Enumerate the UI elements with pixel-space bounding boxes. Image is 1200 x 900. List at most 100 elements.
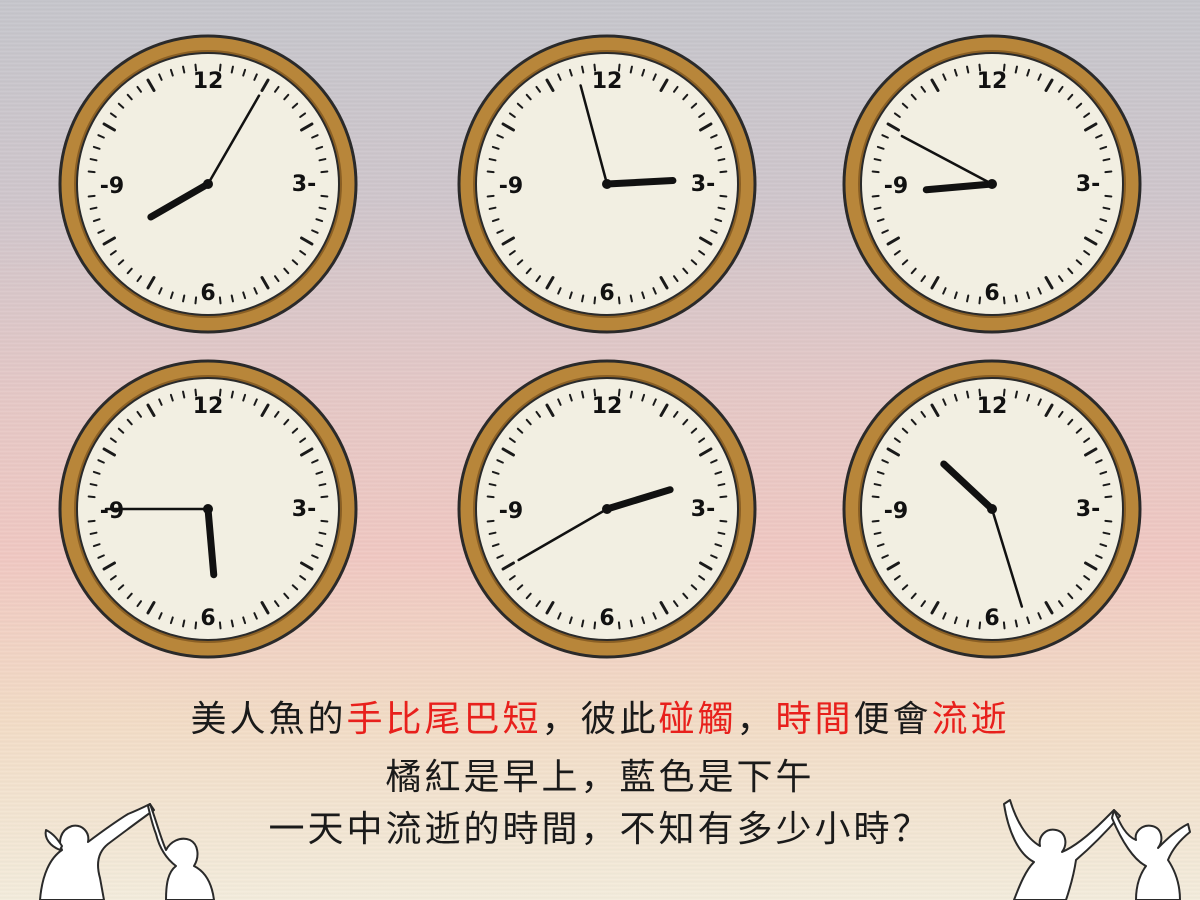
- clock-tick: [253, 73, 258, 81]
- clock-tick: [299, 575, 307, 581]
- clock-tick: [242, 616, 247, 625]
- minute-hand: [206, 94, 261, 186]
- clock-tick: [966, 65, 970, 74]
- clock-tick: [491, 543, 500, 548]
- clock-tick: [525, 93, 532, 101]
- clock-tick: [488, 206, 497, 210]
- clock-tick: [930, 276, 940, 290]
- clock-tick: [1075, 427, 1083, 434]
- clock-tick: [717, 206, 726, 210]
- caption-segment: 時間: [775, 699, 854, 740]
- clock-numeral-left: -9: [499, 174, 523, 199]
- clock-tick: [496, 554, 504, 559]
- clock-tick: [1075, 259, 1083, 266]
- clock-tick: [1104, 170, 1113, 174]
- clock-tick: [1067, 418, 1074, 426]
- clock-tick: [593, 621, 597, 630]
- clock-tick: [953, 291, 958, 300]
- clock-tick: [242, 68, 247, 77]
- clock-tick: [1037, 287, 1042, 295]
- clock-tick: [886, 561, 900, 571]
- clock-tick: [659, 276, 669, 290]
- clock-tick: [117, 259, 125, 266]
- clock-tick: [496, 134, 504, 139]
- clock-tick: [146, 403, 156, 417]
- clock-tick: [659, 78, 669, 92]
- clock-tick: [910, 418, 917, 426]
- clock-tick: [690, 102, 698, 109]
- clock-tick: [617, 296, 621, 305]
- clock-tick: [568, 393, 573, 402]
- clock-tick: [501, 561, 515, 571]
- clock-tick: [714, 543, 723, 548]
- clock-tick: [641, 616, 646, 625]
- clock-tick: [315, 543, 324, 548]
- clock-center-pin: [203, 504, 213, 514]
- clock-tick: [318, 158, 327, 162]
- clock-tick: [1099, 470, 1108, 475]
- clock-tick: [525, 267, 532, 275]
- clock-tick: [194, 296, 198, 305]
- clock-tick: [1102, 483, 1111, 487]
- clock-tick: [698, 250, 706, 256]
- clock-numeral-top: 12: [592, 394, 623, 419]
- clock-tick: [260, 276, 270, 290]
- clock-tick: [311, 229, 319, 234]
- clock-tick: [89, 531, 98, 535]
- clock-tick: [876, 470, 885, 475]
- clock-tick: [978, 388, 982, 397]
- clock-tick: [893, 112, 901, 118]
- mermaid-figures-illustration: [39, 799, 1191, 900]
- clock-tick: [117, 584, 125, 591]
- clock-tick: [300, 236, 314, 246]
- hour-hand: [147, 180, 212, 221]
- clock-tick: [876, 218, 885, 223]
- clock-tick: [508, 112, 516, 118]
- clock-tick: [218, 621, 222, 630]
- clock-tick: [260, 78, 270, 92]
- clock-tick: [629, 619, 633, 628]
- clock-tick: [920, 600, 926, 608]
- clock-tick: [260, 403, 270, 417]
- clock-tick: [126, 267, 133, 275]
- clock-tick: [253, 287, 258, 295]
- clock-tick: [717, 158, 726, 162]
- clock-tick: [1104, 519, 1113, 523]
- clock-tick: [109, 437, 117, 443]
- clock-tick: [1058, 600, 1064, 608]
- clock-tick: [886, 236, 900, 246]
- clock-tick: [92, 218, 101, 223]
- clock-tick: [652, 612, 657, 620]
- clock-tick: [978, 63, 982, 72]
- clock-tick: [699, 122, 713, 132]
- clock-tick: [136, 410, 142, 418]
- clock-tick: [629, 390, 633, 399]
- clock-tick: [886, 122, 900, 132]
- clock-tick: [910, 93, 917, 101]
- clock-tick: [1002, 296, 1006, 305]
- clock-tick: [320, 495, 329, 499]
- hour-hand: [603, 486, 674, 513]
- clock-tick: [545, 78, 555, 92]
- clock-tick: [581, 619, 585, 628]
- clock-tick: [486, 170, 495, 174]
- clock-tick: [182, 65, 186, 74]
- clock-tick: [158, 287, 163, 295]
- clock-tick: [1084, 236, 1098, 246]
- clock-tick: [893, 437, 901, 443]
- clock-tick: [1002, 63, 1006, 72]
- clock-tick: [1044, 601, 1054, 615]
- clock-tick: [881, 459, 889, 464]
- clock-tick: [102, 447, 116, 457]
- clock-tick: [194, 388, 198, 397]
- clock-numeral-right: 3-: [292, 172, 316, 197]
- clock-tick: [320, 170, 329, 174]
- clock-tick: [641, 68, 646, 77]
- clock-tick: [311, 554, 319, 559]
- hour-hand: [922, 180, 996, 194]
- clock-tick: [942, 287, 947, 295]
- clock-tick: [291, 427, 299, 434]
- clock-tick: [910, 267, 917, 275]
- clock-tick: [315, 470, 324, 475]
- clock-tick: [881, 134, 889, 139]
